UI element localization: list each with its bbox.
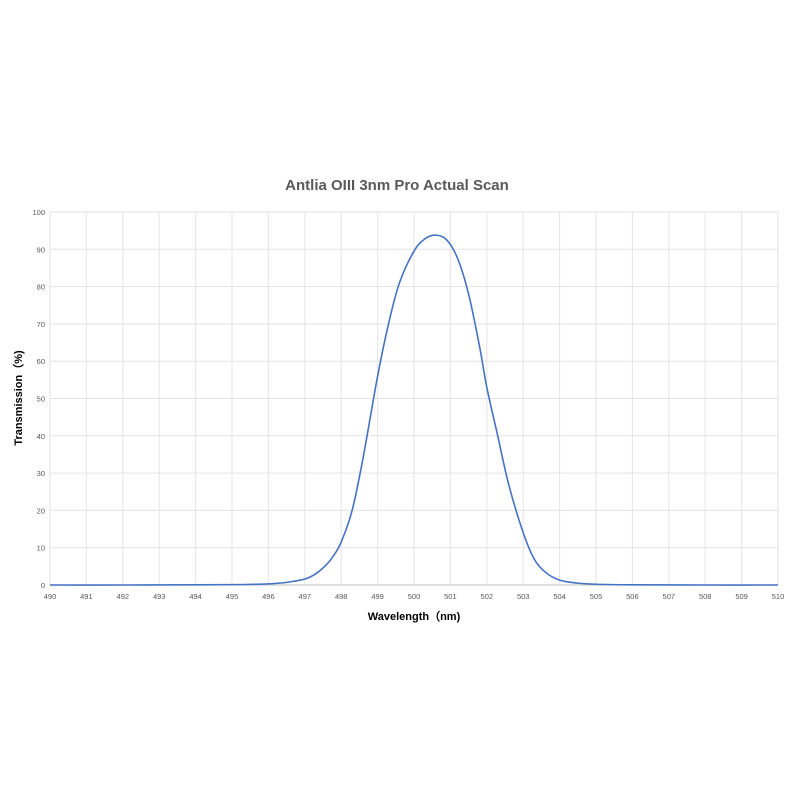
- x-tick-label: 503: [517, 592, 530, 601]
- x-tick-label: 507: [663, 592, 676, 601]
- x-tick-label: 493: [153, 592, 166, 601]
- x-tick-label: 502: [481, 592, 494, 601]
- y-tick-label: 90: [37, 245, 45, 254]
- x-tick-label: 492: [117, 592, 130, 601]
- x-tick-label: 490: [44, 592, 57, 601]
- x-tick-label: 508: [699, 592, 712, 601]
- x-tick-label: 505: [590, 592, 603, 601]
- y-tick-label: 80: [37, 283, 45, 292]
- y-tick-label: 30: [37, 469, 45, 478]
- x-tick-label: 491: [80, 592, 93, 601]
- y-tick-label: 70: [37, 320, 45, 329]
- x-tick-label: 495: [226, 592, 239, 601]
- x-tick-label: 496: [262, 592, 275, 601]
- x-axis-label: Wavelength（nm): [368, 610, 461, 623]
- y-tick-label: 60: [37, 357, 45, 366]
- x-tick-label: 510: [772, 592, 785, 601]
- y-tick-label: 100: [32, 208, 45, 217]
- x-tick-label: 494: [189, 592, 202, 601]
- x-tick-label: 509: [735, 592, 748, 601]
- y-tick-label: 20: [37, 506, 45, 515]
- x-tick-label: 499: [371, 592, 384, 601]
- x-tick-label: 504: [553, 592, 566, 601]
- y-tick-label: 10: [37, 544, 45, 553]
- x-tick-label: 506: [626, 592, 639, 601]
- x-tick-label: 498: [335, 592, 348, 601]
- y-tick-label: 40: [37, 432, 45, 441]
- chart-title: Antlia OIII 3nm Pro Actual Scan: [285, 177, 509, 194]
- y-tick-label: 0: [41, 581, 45, 590]
- y-axis-label: Transmission（%): [12, 350, 25, 446]
- x-tick-label: 500: [408, 592, 421, 601]
- y-tick-label: 50: [37, 395, 45, 404]
- series-line: [49, 234, 779, 586]
- x-tick-label: 501: [444, 592, 457, 601]
- x-tick-label: 497: [299, 592, 312, 601]
